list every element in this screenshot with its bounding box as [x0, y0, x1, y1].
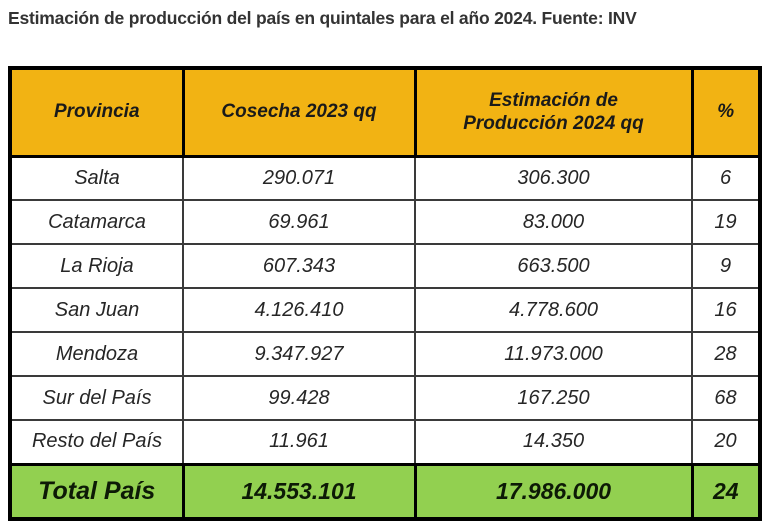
- pct-cell: 68: [691, 375, 761, 421]
- page-title: Estimación de producción del país en qui…: [8, 8, 637, 28]
- pct-cell: 19: [691, 199, 761, 245]
- cosecha-2023-cell: 607.343: [182, 243, 416, 289]
- provincia-cell: Mendoza: [9, 331, 184, 377]
- table-total: Total País 14.553.101 17.986.000 24: [8, 462, 762, 521]
- total-pct-cell: 24: [690, 462, 762, 521]
- estimacion-2024-cell: 306.300: [414, 155, 693, 201]
- production-table: Provincia Cosecha 2023 qq Estimación de …: [8, 66, 762, 521]
- col-header-estimacion-2024-label: Estimación de Producción 2024 qq: [463, 89, 644, 135]
- cosecha-2023-cell: 69.961: [182, 199, 416, 245]
- pct-cell: 20: [691, 419, 761, 465]
- table-header: Provincia Cosecha 2023 qq Estimación de …: [8, 66, 762, 158]
- cosecha-2023-cell: 290.071: [182, 155, 416, 201]
- estimacion-2024-cell: 167.250: [414, 375, 693, 421]
- pct-cell: 28: [691, 331, 761, 377]
- cosecha-2023-cell: 4.126.410: [182, 287, 416, 333]
- table-body: Salta 290.071 306.300 6 Catamarca 69.961…: [9, 155, 761, 465]
- pct-cell: 16: [691, 287, 761, 333]
- pct-cell: 9: [691, 243, 761, 289]
- provincia-cell: Resto del País: [9, 419, 184, 465]
- estimacion-2024-cell: 663.500: [414, 243, 693, 289]
- provincia-cell: La Rioja: [9, 243, 184, 289]
- table-row: La Rioja 607.343 663.500 9: [9, 243, 761, 289]
- estimacion-2024-cell: 4.778.600: [414, 287, 693, 333]
- estimacion-2024-cell: 83.000: [414, 199, 693, 245]
- table-row: Salta 290.071 306.300 6: [9, 155, 761, 201]
- table-row: Resto del País 11.961 14.350 20: [9, 419, 761, 465]
- col-header-pct: %: [690, 66, 762, 158]
- header-row: Provincia Cosecha 2023 qq Estimación de …: [8, 66, 762, 158]
- provincia-cell: Sur del País: [9, 375, 184, 421]
- estimacion-2024-cell: 14.350: [414, 419, 693, 465]
- provincia-cell: Salta: [9, 155, 184, 201]
- cosecha-2023-cell: 9.347.927: [182, 331, 416, 377]
- provincia-cell: San Juan: [9, 287, 184, 333]
- cosecha-2023-cell: 11.961: [182, 419, 416, 465]
- total-provincia-cell: Total País: [8, 462, 185, 521]
- total-cosecha-2023-cell: 14.553.101: [181, 462, 417, 521]
- table-row: Mendoza 9.347.927 11.973.000 28: [9, 331, 761, 377]
- col-header-provincia-label: Provincia: [53, 101, 140, 123]
- total-row: Total País 14.553.101 17.986.000 24: [8, 462, 762, 521]
- col-header-pct-label: %: [717, 101, 735, 123]
- total-estimacion-2024-cell: 17.986.000: [413, 462, 694, 521]
- col-header-provincia: Provincia: [8, 66, 185, 158]
- provincia-cell: Catamarca: [9, 199, 184, 245]
- cosecha-2023-cell: 99.428: [182, 375, 416, 421]
- table-row: Catamarca 69.961 83.000 19: [9, 199, 761, 245]
- col-header-cosecha-2023: Cosecha 2023 qq: [181, 66, 417, 158]
- table-row: Sur del País 99.428 167.250 68: [9, 375, 761, 421]
- col-header-cosecha-2023-label: Cosecha 2023 qq: [221, 101, 377, 123]
- table-row: San Juan 4.126.410 4.778.600 16: [9, 287, 761, 333]
- estimacion-2024-cell: 11.973.000: [414, 331, 693, 377]
- pct-cell: 6: [691, 155, 761, 201]
- col-header-estimacion-2024: Estimación de Producción 2024 qq: [413, 66, 694, 158]
